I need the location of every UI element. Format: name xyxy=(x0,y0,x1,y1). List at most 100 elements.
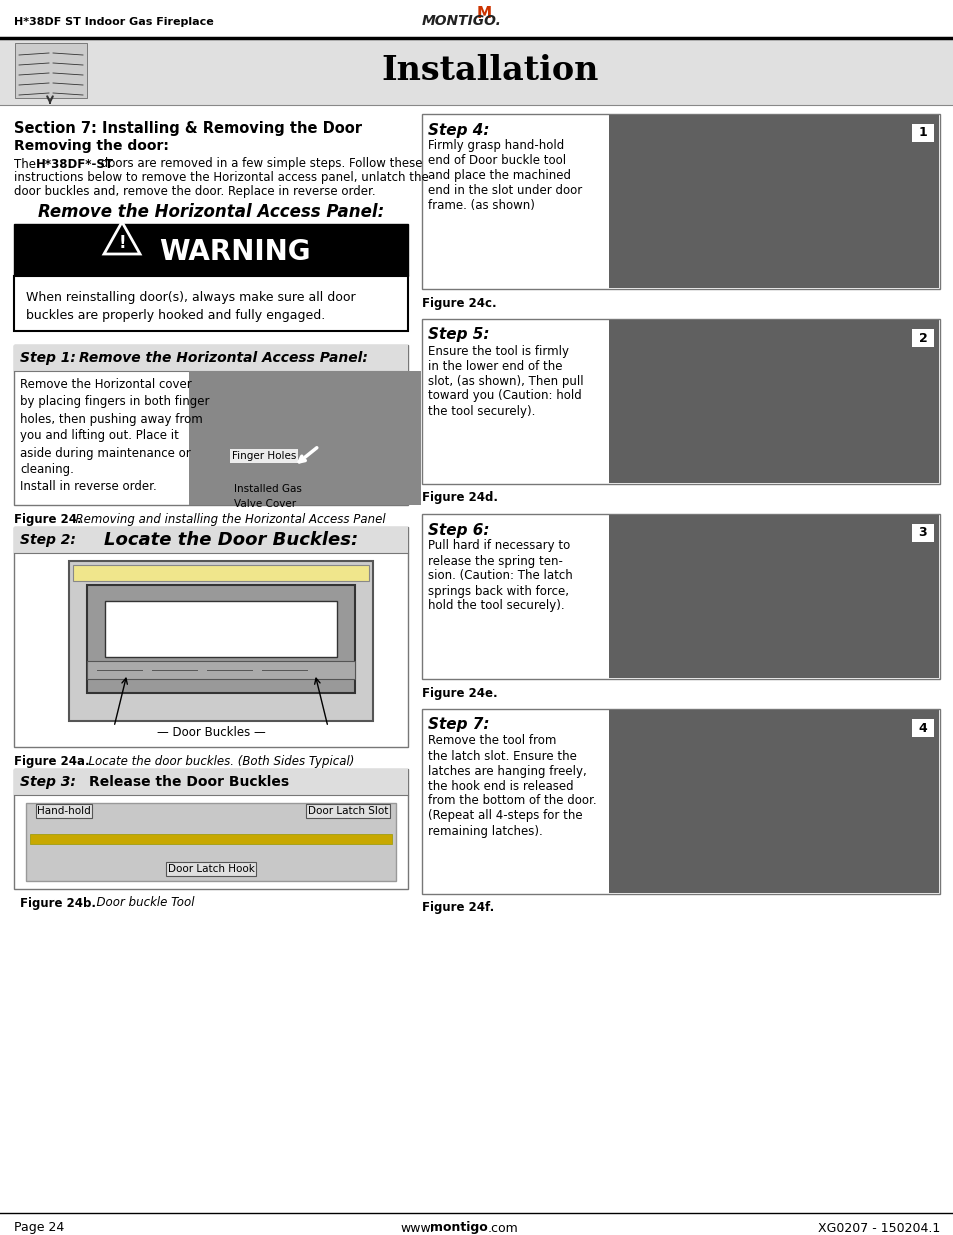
Text: Step 1:: Step 1: xyxy=(20,351,76,366)
Bar xyxy=(105,601,336,657)
Text: the hook end is released: the hook end is released xyxy=(428,779,573,793)
Text: Firmly grasp hand-hold: Firmly grasp hand-hold xyxy=(428,140,563,152)
Text: sion. (Caution: The latch: sion. (Caution: The latch xyxy=(428,569,572,583)
Text: release the spring ten-: release the spring ten- xyxy=(428,555,562,568)
Text: 3: 3 xyxy=(918,526,926,540)
Text: H*38DF*-ST: H*38DF*-ST xyxy=(36,158,113,170)
Text: Figure 24.: Figure 24. xyxy=(14,513,82,526)
Text: Installation: Installation xyxy=(381,54,598,88)
Bar xyxy=(14,527,408,553)
Text: Figure 24e.: Figure 24e. xyxy=(421,687,497,699)
Text: Remove the Horizontal Access Panel:: Remove the Horizontal Access Panel: xyxy=(79,351,368,366)
Bar xyxy=(14,769,408,889)
Text: Figure 24c.: Figure 24c. xyxy=(421,296,497,310)
Bar xyxy=(608,320,938,483)
Bar xyxy=(421,514,939,679)
Text: When reinstalling door(s), always make sure all door: When reinstalling door(s), always make s… xyxy=(26,291,355,305)
Text: frame. (as shown): frame. (as shown) xyxy=(428,200,535,212)
Text: .com: .com xyxy=(488,1221,518,1235)
Text: Locate the Door Buckles:: Locate the Door Buckles: xyxy=(104,531,358,550)
Text: WARNING: WARNING xyxy=(159,238,310,266)
Text: the tool securely).: the tool securely). xyxy=(428,405,535,417)
Text: XG0207 - 150204.1: XG0207 - 150204.1 xyxy=(817,1221,939,1235)
Text: Step 5:: Step 5: xyxy=(428,327,489,342)
Text: the latch slot. Ensure the: the latch slot. Ensure the xyxy=(428,750,577,762)
Text: Locate the door buckles. (Both Sides Typical): Locate the door buckles. (Both Sides Typ… xyxy=(81,755,354,767)
Text: (Repeat all 4-steps for the: (Repeat all 4-steps for the xyxy=(428,809,582,823)
Text: Install in reverse order.: Install in reverse order. xyxy=(20,480,156,494)
Text: end of Door buckle tool: end of Door buckle tool xyxy=(428,154,565,168)
Text: door buckles and, remove the door. Replace in reverse order.: door buckles and, remove the door. Repla… xyxy=(14,185,375,199)
Text: buckles are properly hooked and fully engaged.: buckles are properly hooked and fully en… xyxy=(26,310,325,322)
Text: Figure 24a.: Figure 24a. xyxy=(14,755,90,767)
Text: and place the machined: and place the machined xyxy=(428,169,571,183)
Text: Figure 24f.: Figure 24f. xyxy=(421,902,494,914)
Text: Valve Cover: Valve Cover xyxy=(233,499,295,509)
Text: Finger Holes: Finger Holes xyxy=(232,451,295,461)
Text: remaining latches).: remaining latches). xyxy=(428,825,542,837)
Text: Release the Door Buckles: Release the Door Buckles xyxy=(89,776,289,789)
Text: Figure 24b.: Figure 24b. xyxy=(20,897,96,909)
Text: Step 7:: Step 7: xyxy=(428,718,489,732)
Text: end in the slot under door: end in the slot under door xyxy=(428,184,581,198)
Text: Door Latch Hook: Door Latch Hook xyxy=(168,864,254,874)
Bar xyxy=(14,527,408,747)
Text: Door buckle Tool: Door buckle Tool xyxy=(89,897,194,909)
Text: doors are removed in a few simple steps. Follow these: doors are removed in a few simple steps.… xyxy=(97,158,422,170)
Text: The: The xyxy=(14,158,40,170)
Bar xyxy=(73,564,369,580)
Text: — Door Buckles —: — Door Buckles — xyxy=(156,726,265,740)
Text: Installed Gas: Installed Gas xyxy=(233,484,301,494)
Bar xyxy=(69,561,373,721)
Text: 2: 2 xyxy=(918,331,926,345)
Text: Pull hard if necessary to: Pull hard if necessary to xyxy=(428,540,570,552)
Bar xyxy=(608,710,938,893)
Bar xyxy=(14,345,408,370)
Bar xyxy=(911,524,933,542)
Bar xyxy=(0,38,953,105)
Text: by placing fingers in both finger: by placing fingers in both finger xyxy=(20,395,210,409)
Bar xyxy=(911,329,933,347)
Bar xyxy=(421,319,939,484)
Text: Removing the door:: Removing the door: xyxy=(14,140,169,153)
Text: holes, then pushing away from: holes, then pushing away from xyxy=(20,412,203,426)
Text: !: ! xyxy=(118,233,126,252)
Text: Step 2:: Step 2: xyxy=(20,534,76,547)
Text: H*38DF ST Indoor Gas Fireplace: H*38DF ST Indoor Gas Fireplace xyxy=(14,17,213,27)
Bar xyxy=(189,370,420,505)
Bar xyxy=(911,719,933,737)
Bar xyxy=(15,43,87,98)
Text: 1: 1 xyxy=(918,126,926,140)
Text: Step 4:: Step 4: xyxy=(428,122,489,137)
Text: latches are hanging freely,: latches are hanging freely, xyxy=(428,764,586,778)
Bar xyxy=(421,114,939,289)
Bar xyxy=(26,803,395,881)
Text: cleaning.: cleaning. xyxy=(20,463,73,477)
Bar xyxy=(608,115,938,288)
Text: MONTIGO.: MONTIGO. xyxy=(421,14,501,28)
Text: slot, (as shown), Then pull: slot, (as shown), Then pull xyxy=(428,374,583,388)
Bar xyxy=(14,224,408,275)
Bar xyxy=(421,709,939,894)
Text: 4: 4 xyxy=(918,721,926,735)
Text: Remove the Horizontal cover: Remove the Horizontal cover xyxy=(20,378,192,391)
Text: Section 7: Installing & Removing the Door: Section 7: Installing & Removing the Doo… xyxy=(14,121,361,136)
Bar xyxy=(87,585,355,693)
Text: Step 3:: Step 3: xyxy=(20,776,76,789)
Text: Hand-hold: Hand-hold xyxy=(37,806,91,816)
Text: you and lifting out. Place it: you and lifting out. Place it xyxy=(20,430,179,442)
Text: M: M xyxy=(476,6,492,21)
Text: aside during maintenance or: aside during maintenance or xyxy=(20,447,191,459)
Bar xyxy=(14,275,408,331)
Text: Page 24: Page 24 xyxy=(14,1221,64,1235)
Text: Door Latch Slot: Door Latch Slot xyxy=(308,806,388,816)
Text: Ensure the tool is firmly: Ensure the tool is firmly xyxy=(428,345,568,357)
Text: Figure 24d.: Figure 24d. xyxy=(421,492,497,505)
Text: hold the tool securely).: hold the tool securely). xyxy=(428,599,564,613)
Text: Removing and installing the Horizontal Access Panel: Removing and installing the Horizontal A… xyxy=(68,513,385,526)
Text: from the bottom of the door.: from the bottom of the door. xyxy=(428,794,596,808)
Bar xyxy=(87,661,355,679)
Text: toward you (Caution: hold: toward you (Caution: hold xyxy=(428,389,581,403)
Text: instructions below to remove the Horizontal access panel, unlatch the: instructions below to remove the Horizon… xyxy=(14,172,428,184)
Text: Step 6:: Step 6: xyxy=(428,522,489,537)
